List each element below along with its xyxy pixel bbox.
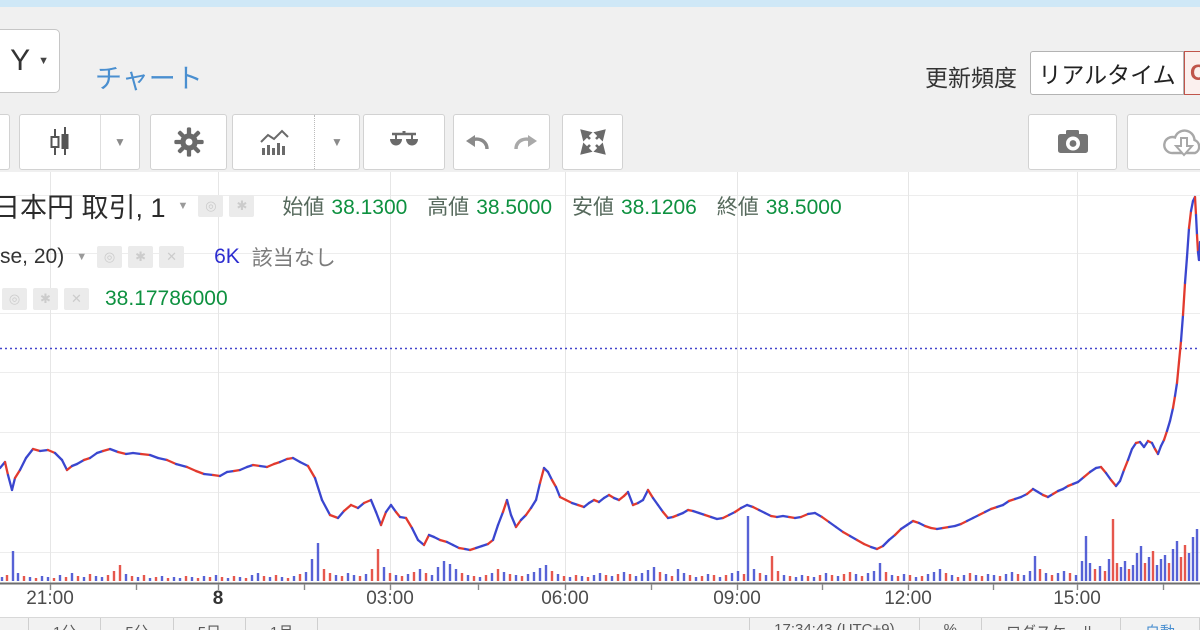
indicators-button[interactable] (233, 128, 314, 156)
redo-button[interactable] (510, 129, 540, 155)
chevron-down-icon: ▼ (38, 55, 49, 67)
chevron-down-icon: ▼ (114, 135, 126, 149)
cloud-download-icon (1161, 125, 1200, 159)
legend-main-row: 日本円 取引, 1 ▼ ◎ ✱ 始値 38.1300 高値 38.5000 安値 38… (0, 186, 842, 225)
indicator-name-fragment: se, 20) (0, 245, 65, 268)
scales-icon (387, 128, 421, 156)
chart-style-dropdown-button[interactable]: ▼ (101, 135, 139, 149)
close-icon[interactable]: ✕ (64, 288, 89, 310)
toolbar-partial-button[interactable] (0, 114, 10, 170)
x-axis-label: 03:00 (366, 588, 414, 609)
update-frequency-realtime[interactable]: リアルタイム (1030, 51, 1184, 95)
update-frequency-off-partial[interactable]: O (1184, 51, 1200, 95)
chart-legend: 日本円 取引, 1 ▼ ◎ ✱ 始値 38.1300 高値 38.5000 安値 38… (0, 186, 842, 311)
chart-header: Y ▼ チャート 更新頻度 リアルタイム O (0, 7, 1200, 172)
divider (100, 115, 101, 169)
update-frequency-label: 更新頻度 (925, 65, 1017, 91)
indicators-icon (257, 128, 291, 156)
gear-icon[interactable]: ✱ (229, 194, 255, 217)
x-axis-label: 12:00 (884, 588, 932, 609)
chart-style-group: ▼ (19, 114, 140, 170)
settings-button[interactable] (150, 114, 227, 170)
close-icon[interactable]: ✕ (159, 246, 185, 268)
ohlc-values: 始値 38.1300 高値 38.5000 安値 38.1206 終値 38.5000 (282, 191, 841, 221)
interval-button[interactable]: 5日 (174, 618, 247, 630)
interval-buttons: 1分5分5日1月 (0, 618, 319, 630)
symbol-fragment: Y (10, 44, 31, 77)
undo-button[interactable] (463, 129, 493, 155)
chevron-down-icon: ▼ (331, 135, 343, 149)
legend-volume-row: se, 20) ▼ ◎ ✱ ✕ 6K 該当なし (0, 242, 842, 272)
top-accent-strip (0, 0, 1200, 7)
chevron-down-icon[interactable]: ▼ (76, 251, 88, 263)
interval-button[interactable]: 1分 (28, 618, 102, 630)
volume-status: 該当なし (251, 247, 336, 270)
clock-display: 17:34:43 (UTC+9) (749, 618, 920, 630)
indicators-dropdown-button[interactable]: ▼ (315, 135, 359, 149)
x-axis-label: 15:00 (1053, 588, 1101, 609)
save-download-button[interactable] (1127, 114, 1200, 170)
candlestick-style-button[interactable] (20, 127, 100, 157)
high-value: 38.5000 (476, 195, 553, 219)
snapshot-button[interactable] (1028, 114, 1117, 170)
eye-icon[interactable]: ◎ (198, 194, 224, 217)
close-value: 38.5000 (765, 195, 842, 219)
undo-redo-group (453, 114, 550, 170)
open-label: 始値 (282, 195, 325, 219)
interval-button[interactable]: 5分 (101, 618, 174, 630)
x-axis-label: 06:00 (541, 588, 589, 609)
eye-icon[interactable]: ◎ (2, 288, 27, 310)
fullscreen-expand-icon (579, 128, 607, 156)
x-axis-label: 21:00 (26, 588, 74, 609)
interval-button[interactable]: 1月 (246, 618, 319, 630)
scale-toggle[interactable]: 自動 (1121, 618, 1200, 630)
ma-value: 38.17786000 (105, 287, 228, 310)
volume-value: 6K (214, 245, 240, 268)
camera-icon (1055, 127, 1091, 157)
legend-ma-row: ◎ ✱ ✕ 38.17786000 (0, 287, 842, 311)
chevron-down-icon[interactable]: ▼ (177, 199, 189, 212)
tab-chart[interactable]: チャート (95, 64, 203, 94)
candlestick-icon (47, 127, 73, 157)
symbol-dropdown[interactable]: Y ▼ (0, 29, 60, 93)
scale-controls: 17:34:43 (UTC+9)%ログスケール自動 (721, 618, 1200, 630)
x-axis-label: 8 (212, 588, 224, 609)
gear-icon[interactable]: ✱ (33, 288, 58, 310)
indicators-group: ▼ (232, 114, 360, 170)
series-title: 日本円 取引, 1 (0, 193, 166, 223)
x-axis-label: 09:00 (713, 588, 761, 609)
scale-toggle[interactable]: % (920, 618, 982, 630)
close-label: 終値 (716, 195, 759, 219)
divider (314, 115, 315, 169)
eye-icon[interactable]: ◎ (97, 246, 123, 268)
fullscreen-button[interactable] (562, 114, 623, 170)
compare-button[interactable] (363, 114, 445, 170)
open-value: 38.1300 (331, 195, 408, 219)
scale-toggle[interactable]: ログスケール (982, 618, 1121, 630)
low-label: 安値 (571, 195, 614, 219)
redo-arrow-icon (510, 129, 540, 155)
gear-icon[interactable]: ✱ (128, 246, 154, 268)
undo-arrow-icon (463, 129, 493, 155)
gear-icon (173, 126, 205, 158)
low-value: 38.1206 (620, 195, 697, 219)
high-label: 高値 (427, 195, 470, 219)
bottom-toolbar: 1分5分5日1月 17:34:43 (UTC+9)%ログスケール自動 (0, 617, 1200, 630)
